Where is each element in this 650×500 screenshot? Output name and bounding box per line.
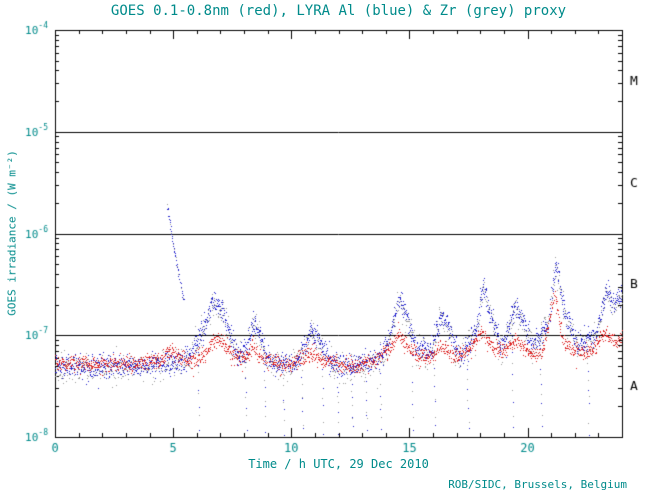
y-axis-label: GOES irradiance / (W m⁻²) (5, 150, 19, 316)
chart-title: GOES 0.1-0.8nm (red), LYRA Al (blue) & Z… (110, 3, 567, 19)
x-axis-label: Time / h UTC, 29 Dec 2010 (248, 457, 429, 471)
credit-text: ROB/SIDC, Brussels, Belgium (448, 478, 627, 491)
